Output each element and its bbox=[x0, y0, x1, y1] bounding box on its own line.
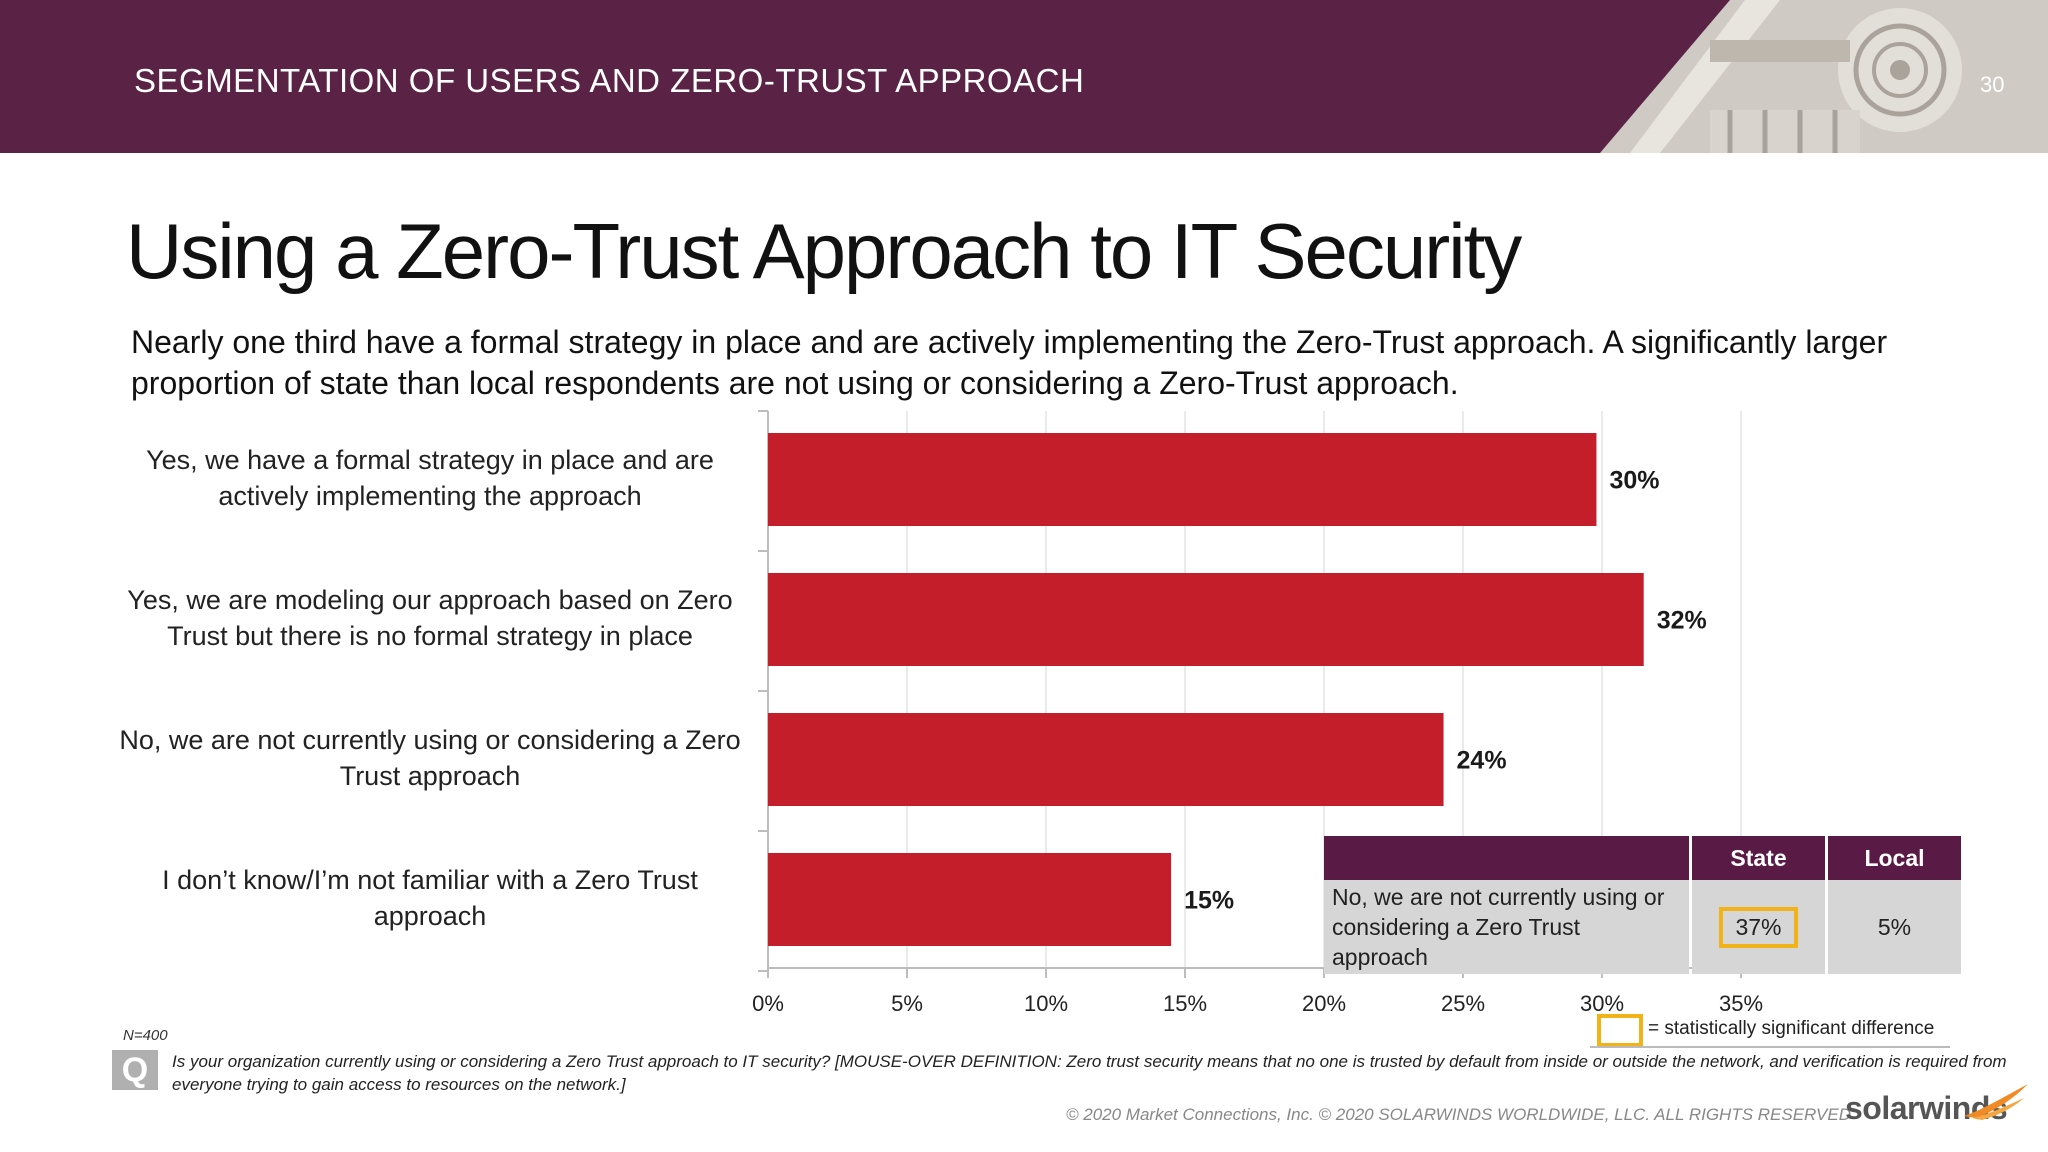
data-label: 15% bbox=[1184, 887, 1234, 915]
table-cell-local: 5% bbox=[1828, 880, 1961, 974]
table-header-local: Local bbox=[1828, 836, 1961, 880]
table-header-blank bbox=[1324, 836, 1689, 880]
bar bbox=[768, 853, 1172, 946]
survey-question: Is your organization currently using or … bbox=[172, 1052, 2007, 1094]
solarwinds-flame-icon bbox=[1964, 1084, 2028, 1120]
significance-legend-text: = statistically significant difference bbox=[1648, 1018, 1935, 1039]
header-bar: SEGMENTATION OF USERS AND ZERO-TRUST APP… bbox=[0, 0, 2048, 153]
category-label: Yes, we are modeling our approach based … bbox=[127, 584, 733, 651]
data-label: 32% bbox=[1657, 607, 1707, 635]
x-tick-label: 30% bbox=[1580, 991, 1624, 1016]
state-local-table: State Local No, we are not currently usi… bbox=[1321, 836, 1964, 974]
page-subtitle: Nearly one third have a formal strategy … bbox=[131, 324, 1888, 401]
x-tick-label: 35% bbox=[1719, 991, 1763, 1016]
solarwinds-logo: solarwinds bbox=[1845, 1090, 2008, 1126]
x-tick-label: 0% bbox=[752, 991, 784, 1016]
sample-size: N=400 bbox=[123, 1027, 168, 1044]
category-label: I don’t know/I’m not familiar with a Zer… bbox=[162, 864, 698, 931]
section-title: SEGMENTATION OF USERS AND ZERO-TRUST APP… bbox=[134, 62, 1085, 99]
footer-divider bbox=[1590, 1046, 1950, 1048]
table-header-state: State bbox=[1692, 836, 1825, 880]
data-label: 24% bbox=[1457, 747, 1507, 775]
bar bbox=[768, 573, 1644, 666]
significance-legend-box bbox=[1597, 1014, 1643, 1047]
x-tick-label: 10% bbox=[1024, 991, 1068, 1016]
category-label: No, we are not currently using or consid… bbox=[119, 724, 741, 791]
significance-highlight: 37% bbox=[1719, 906, 1798, 948]
copyright-text: © 2020 Market Connections, Inc. © 2020 S… bbox=[1066, 1105, 1851, 1124]
x-tick-label: 15% bbox=[1163, 991, 1207, 1016]
page-title: Using a Zero-Trust Approach to IT Securi… bbox=[126, 207, 1522, 295]
data-label: 30% bbox=[1609, 467, 1659, 495]
ionic-column-icon bbox=[1600, 0, 2048, 153]
question-icon: Q bbox=[112, 1050, 158, 1090]
bar bbox=[768, 713, 1444, 806]
page-number: 30 bbox=[1980, 72, 2005, 97]
x-tick-label: 5% bbox=[891, 991, 923, 1016]
x-tick-label: 25% bbox=[1441, 991, 1485, 1016]
x-tick-label: 20% bbox=[1302, 991, 1346, 1016]
table-header-row: State Local bbox=[1324, 836, 1961, 880]
category-label: Yes, we have a formal strategy in place … bbox=[146, 444, 714, 511]
table-cell-state: 37% bbox=[1692, 880, 1825, 974]
table-row: No, we are not currently using or consid… bbox=[1324, 880, 1961, 974]
bar bbox=[768, 433, 1597, 526]
table-row-label: No, we are not currently using or consid… bbox=[1324, 880, 1689, 974]
